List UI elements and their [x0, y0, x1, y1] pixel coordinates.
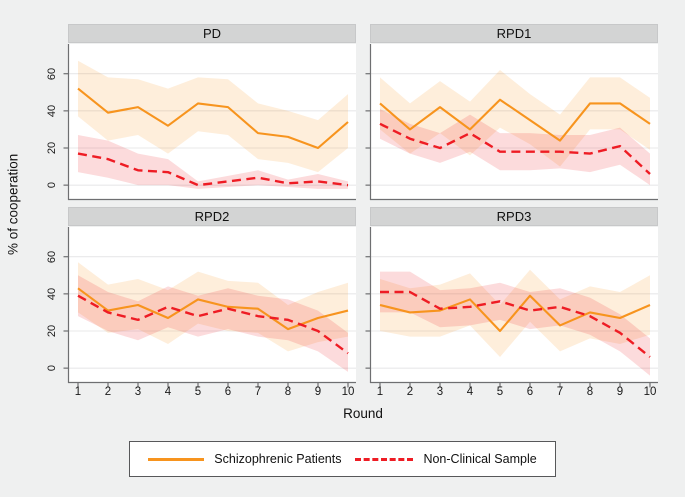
- y-tick-label: 60: [46, 67, 58, 80]
- plot-area-rpd2: [63, 227, 356, 388]
- x-tick-label: 10: [643, 386, 657, 398]
- x-tick-label: 10: [341, 386, 355, 398]
- x-tick-label: 2: [104, 386, 112, 398]
- y-tick-label: 20: [46, 324, 58, 338]
- legend-label: Non-Clinical Sample: [423, 452, 537, 466]
- x-tick-label: 8: [586, 386, 594, 398]
- legend-item-schizophrenic-patients: Schizophrenic Patients: [148, 452, 341, 466]
- chart-canvas-rpd3: [365, 227, 658, 388]
- x-tick-label: 6: [224, 386, 232, 398]
- x-tick-label: 4: [466, 386, 474, 398]
- x-axis-label: Round: [343, 406, 383, 421]
- panel-title: RPD1: [496, 26, 532, 41]
- x-tick-labels-right: 1 2 3 4 5 6 7 8 9 10: [370, 386, 658, 400]
- x-tick-label: 1: [74, 386, 82, 398]
- plot-area-pd: [63, 44, 356, 201]
- y-tick-label: 40: [46, 287, 58, 300]
- y-tick-label: 0: [46, 365, 58, 372]
- x-tick-label: 7: [556, 386, 564, 398]
- x-tick-label: 8: [284, 386, 292, 398]
- panel-header-pd: PD: [68, 24, 356, 43]
- x-tick-label: 3: [134, 386, 142, 398]
- dashed-line-swatch: [355, 457, 414, 461]
- panel-header-rpd3: RPD3: [370, 207, 658, 226]
- y-tick-label: 40: [46, 104, 58, 117]
- x-tick-label: 9: [616, 386, 624, 398]
- x-tick-label: 6: [526, 386, 534, 398]
- x-tick-label: 1: [376, 386, 384, 398]
- y-tick-label: 20: [46, 141, 58, 155]
- legend-item-non-clinical-sample: Non-Clinical Sample: [355, 452, 537, 466]
- chart-canvas-rpd1: [365, 44, 658, 201]
- panel-header-rpd2: RPD2: [68, 207, 356, 226]
- y-tick-labels-bottom: 0 20 40 60: [44, 227, 62, 383]
- panel-title: RPD2: [194, 209, 230, 224]
- x-tick-label: 9: [314, 386, 322, 398]
- legend: Schizophrenic Patients Non-Clinical Samp…: [129, 441, 556, 477]
- solid-line-swatch: [148, 457, 205, 461]
- x-tick-label: 5: [496, 386, 504, 398]
- x-tick-label: 2: [406, 386, 414, 398]
- y-tick-label: 60: [46, 250, 58, 263]
- x-tick-label: 7: [254, 386, 262, 398]
- x-tick-label: 4: [164, 386, 172, 398]
- y-tick-label: 0: [46, 182, 58, 189]
- chart-canvas-rpd2: [63, 227, 356, 388]
- y-axis-label: % of cooperation: [5, 153, 21, 255]
- x-tick-label: 3: [436, 386, 444, 398]
- x-tick-labels-left: 1 2 3 4 5 6 7 8 9 10: [68, 386, 356, 400]
- chart-canvas-pd: [63, 44, 356, 201]
- plot-area-rpd3: [365, 227, 658, 388]
- y-tick-labels-top: 0 20 40 60: [44, 44, 62, 200]
- panel-header-rpd1: RPD1: [370, 24, 658, 43]
- panel-title: RPD3: [496, 209, 532, 224]
- legend-label: Schizophrenic Patients: [214, 452, 342, 466]
- panel-title: PD: [202, 26, 222, 41]
- plot-area-rpd1: [365, 44, 658, 201]
- x-tick-label: 5: [194, 386, 202, 398]
